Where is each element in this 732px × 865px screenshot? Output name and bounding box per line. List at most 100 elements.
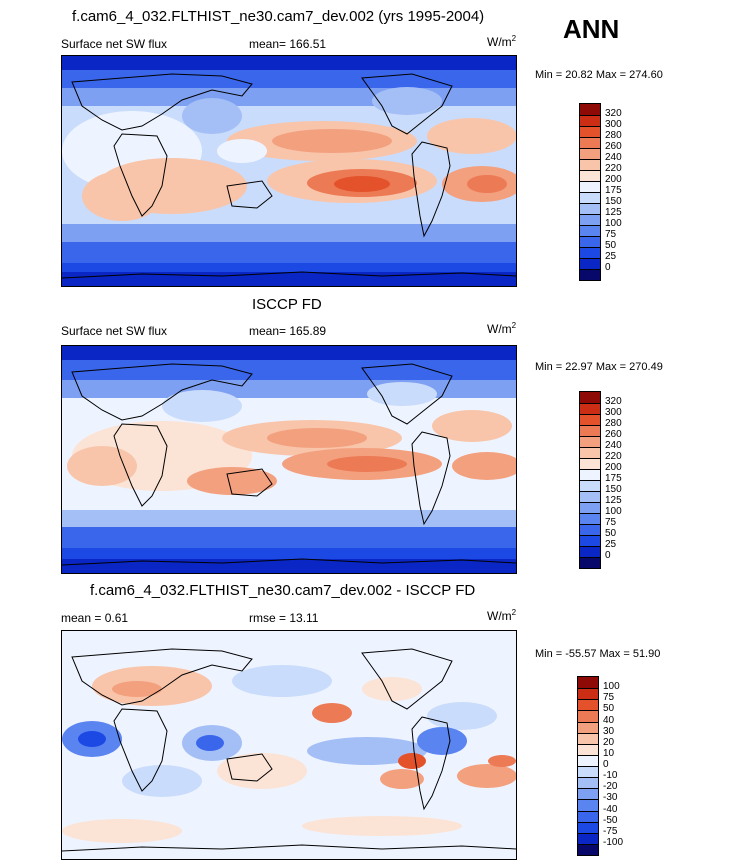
- colorbar-tick-label: 320: [605, 396, 622, 407]
- colorbar-tick-label: 175: [605, 473, 622, 484]
- panel-2-map-field: [62, 346, 516, 573]
- panel-1-map-field: [62, 56, 516, 286]
- colorbar-tick-label: -100: [603, 836, 624, 848]
- panel-3-map-field: [62, 631, 516, 859]
- panel-2-title: ISCCP FD: [252, 296, 322, 313]
- colorbar-cell: [580, 126, 600, 137]
- panel-3-title: f.cam6_4_032.FLTHIST_ne30.cam7_dev.002 -…: [90, 582, 476, 599]
- colorbar-cell: [578, 699, 598, 711]
- panel-3-rmse-label: rmse = 13.11: [249, 611, 319, 625]
- colorbar-cell: [578, 688, 598, 700]
- colorbar-cell: [578, 843, 598, 855]
- panel-2-minmax: Min = 22.97 Max = 270.49: [535, 361, 663, 373]
- colorbar-tick-label: 40: [603, 714, 615, 726]
- colorbar-cell: [580, 524, 600, 535]
- colorbar-cell: [578, 721, 598, 733]
- colorbar-tick-label: -10: [603, 770, 618, 782]
- panel-3-colorbar: [577, 676, 599, 856]
- colorbar-tick-label: 320: [605, 108, 622, 119]
- colorbar-tick-label: 220: [605, 163, 622, 174]
- colorbar-tick-label: 50: [603, 703, 615, 715]
- colorbar-cell: [580, 159, 600, 170]
- colorbar-tick-label: 50: [605, 240, 617, 251]
- colorbar-tick-label: 150: [605, 196, 622, 207]
- colorbar-tick-label: 240: [605, 440, 622, 451]
- colorbar-cell: [580, 392, 600, 403]
- colorbar-tick-label: -40: [603, 803, 618, 815]
- colorbar-cell: [580, 414, 600, 425]
- colorbar-cell: [580, 502, 600, 513]
- panel-2-units-text: W/m: [487, 322, 512, 336]
- panel-1-minmax: Min = 20.82 Max = 274.60: [535, 69, 663, 81]
- colorbar-cell: [578, 732, 598, 744]
- colorbar-cell: [578, 788, 598, 800]
- colorbar-tick-label: 0: [605, 550, 611, 561]
- colorbar-tick-label: 300: [605, 119, 622, 130]
- colorbar-tick-label: 260: [605, 141, 622, 152]
- colorbar-cell: [580, 225, 600, 236]
- colorbar-tick-label: 0: [605, 262, 611, 273]
- colorbar-tick-label: 25: [605, 539, 617, 550]
- colorbar-cell: [578, 799, 598, 811]
- panel-1-variable-label: Surface net SW flux: [61, 37, 168, 51]
- colorbar-cell: [580, 148, 600, 159]
- season-label: ANN: [563, 14, 620, 44]
- panel-3-mean-label: mean = 0.61: [61, 611, 129, 625]
- colorbar-tick-label: 100: [603, 681, 620, 693]
- colorbar-cell: [580, 491, 600, 502]
- colorbar-tick-label: 0: [603, 759, 609, 770]
- colorbar-tick-label: 75: [603, 692, 615, 704]
- panel-1-units: W/m2: [487, 34, 516, 49]
- colorbar-tick-label: 220: [605, 451, 622, 462]
- colorbar-cell: [578, 754, 598, 766]
- colorbar-tick-label: 200: [605, 462, 622, 473]
- panel-3-map: [61, 630, 517, 860]
- colorbar-cell: [580, 546, 600, 557]
- panel-1-mean-label: mean= 166.51: [249, 37, 327, 51]
- colorbar-cell: [578, 677, 598, 689]
- colorbar-cell: [580, 170, 600, 181]
- colorbar-cell: [580, 535, 600, 546]
- colorbar-cell: [580, 469, 600, 480]
- panel-3-minmax: Min = -55.57 Max = 51.90: [535, 648, 661, 660]
- colorbar-cell: [580, 181, 600, 192]
- colorbar-tick-label: -20: [603, 781, 618, 793]
- colorbar-tick-label: -30: [603, 792, 618, 804]
- colorbar-tick-label: 100: [605, 218, 622, 229]
- panel-1-map: [61, 55, 517, 287]
- colorbar-cell: [580, 425, 600, 436]
- colorbar-tick-label: 30: [603, 725, 615, 737]
- colorbar-tick-label: 260: [605, 429, 622, 440]
- colorbar-tick-label: 50: [605, 528, 617, 539]
- colorbar-tick-label: 300: [605, 407, 622, 418]
- colorbar-cell: [580, 214, 600, 225]
- colorbar-cell: [580, 192, 600, 203]
- colorbar-cell: [578, 710, 598, 722]
- colorbar-tick-label: 280: [605, 130, 622, 141]
- colorbar-tick-label: 240: [605, 152, 622, 163]
- colorbar-cell: [578, 766, 598, 778]
- colorbar-cell: [580, 137, 600, 148]
- colorbar-tick-label: -75: [603, 825, 618, 837]
- colorbar-cell: [580, 447, 600, 458]
- colorbar-cell: [580, 403, 600, 414]
- panel-2-units: W/m2: [487, 321, 516, 336]
- colorbar-tick-label: -50: [603, 814, 618, 826]
- panel-1-units-sup: 2: [511, 34, 517, 43]
- colorbar-cell: [578, 777, 598, 789]
- colorbar-cell: [578, 832, 598, 844]
- panel-3-units: W/m2: [487, 608, 516, 623]
- colorbar-cell: [578, 821, 598, 833]
- panel-3-units-sup: 2: [511, 608, 517, 617]
- panel-1-title: f.cam6_4_032.FLTHIST_ne30.cam7_dev.002 (…: [72, 8, 485, 25]
- colorbar-cell: [580, 458, 600, 469]
- colorbar-cell: [580, 436, 600, 447]
- colorbar-cell: [580, 236, 600, 247]
- panel-3-units-text: W/m: [487, 609, 512, 623]
- colorbar-tick-label: 20: [603, 736, 615, 748]
- colorbar-cell: [580, 115, 600, 126]
- colorbar-tick-label: 10: [603, 747, 615, 759]
- panel-2-variable-label: Surface net SW flux: [61, 324, 168, 338]
- colorbar-tick-label: 75: [605, 517, 617, 528]
- colorbar-cell: [580, 557, 600, 568]
